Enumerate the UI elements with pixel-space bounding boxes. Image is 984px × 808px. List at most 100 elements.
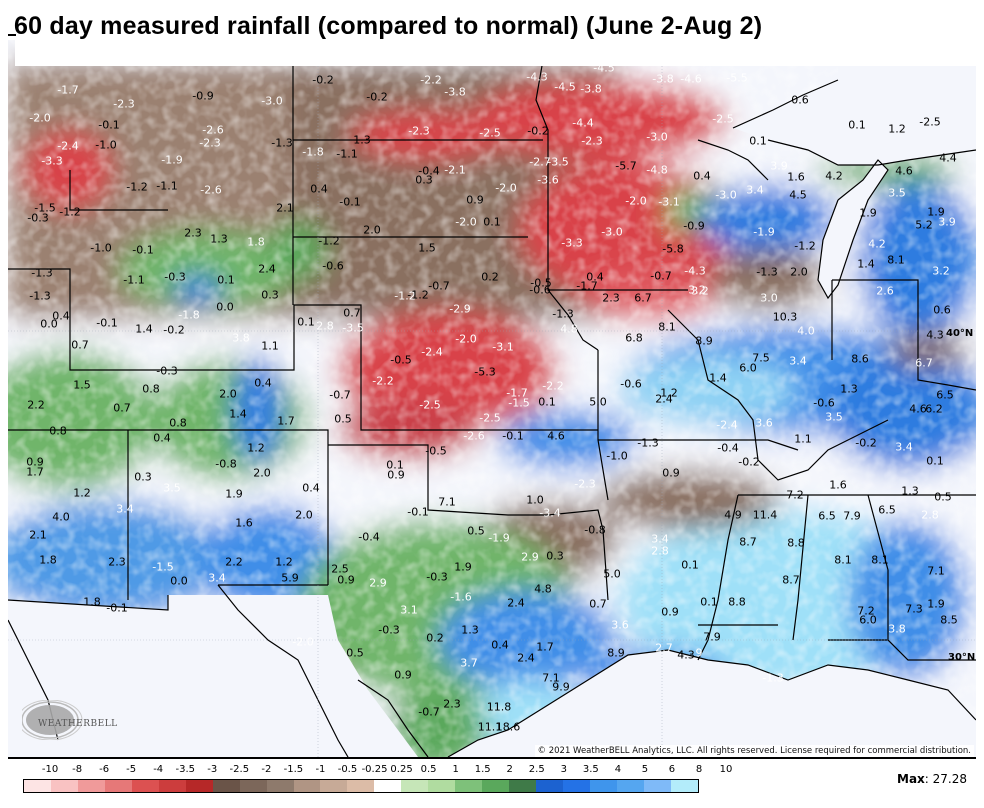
rainfall-value-label: -1.3	[29, 289, 51, 303]
rainfall-value-label: -2.4	[716, 418, 738, 432]
legend-swatch	[670, 780, 698, 792]
rainfall-value-label: 0.8	[142, 382, 160, 396]
rainfall-value-label: 8.1	[834, 553, 852, 567]
rainfall-value-label: 7.1	[927, 564, 945, 578]
color-scale-legend	[23, 779, 699, 793]
rainfall-value-label: 0.7	[343, 306, 361, 320]
legend-swatch	[536, 780, 564, 792]
legend-tick-label: 0.25	[390, 764, 413, 775]
rainfall-value-label: 0.2	[481, 270, 499, 284]
rainfall-value-label: 4.0	[52, 510, 70, 524]
legend-swatch	[131, 780, 159, 792]
rainfall-value-label: 7.1	[542, 671, 560, 685]
legend-swatch	[293, 780, 321, 792]
legend-tick-label: 1.5	[474, 764, 491, 775]
rainfall-value-label: 2.8	[651, 544, 669, 558]
rainfall-value-label: -2.3	[199, 136, 221, 150]
rainfall-value-label: -3.8	[444, 85, 466, 99]
rainfall-value-label: 7.9	[843, 509, 861, 523]
rainfall-value-label: 3.2	[688, 283, 706, 297]
rainfall-value-label: -0.1	[502, 429, 524, 443]
rainfall-value-label: 9	[695, 646, 703, 660]
rainfall-value-label: -0.9	[683, 219, 705, 233]
rainfall-value-label: -0.6	[529, 283, 551, 297]
legend-tick-label: 1	[452, 764, 459, 775]
rainfall-value-label: -1.0	[606, 449, 628, 463]
rainfall-value-label: 1.9	[927, 597, 945, 611]
legend-swatch	[158, 780, 186, 792]
rainfall-anomaly-map: -1.7 -0.9 -2.3 -2.0 -0.1 -3.0 -2.6 -2.3 -2.4 -1.0…	[8, 40, 976, 757]
latitude-label-30n: 30°N	[948, 652, 976, 663]
rainfall-value-label: 0.1	[926, 454, 944, 468]
rainfall-value-label: 1.3	[901, 484, 919, 498]
rainfall-value-label: 3.6	[611, 618, 629, 632]
rainfall-value-label: 0.4	[693, 169, 711, 183]
rainfall-value-label: 0.6	[933, 303, 951, 317]
rainfall-value-label: -2.2	[372, 374, 394, 388]
rainfall-value-label: -1.0	[95, 138, 117, 152]
rainfall-value-label: 0.1	[483, 215, 501, 229]
rainfall-value-label: -3.1	[658, 195, 680, 209]
rainfall-value-label: 0.0	[40, 317, 58, 331]
rainfall-value-label: -0.3	[164, 270, 186, 284]
rainfall-value-label: 0.1	[297, 315, 315, 329]
rainfall-value-label: 6.2	[925, 402, 943, 416]
rainfall-value-label: 3.4	[651, 532, 669, 546]
rainfall-value-label: 2.5	[331, 562, 349, 576]
legend-swatch	[509, 780, 537, 792]
rainfall-value-label: -0.1	[339, 195, 361, 209]
legend-tick-label: -2.5	[229, 764, 250, 775]
rainfall-value-label: 4.6	[547, 429, 565, 443]
rainfall-value-label: -1.1	[336, 147, 358, 161]
rainfall-value-label: 1.7	[536, 640, 554, 654]
rainfall-value-label: 4.3	[926, 328, 944, 342]
rainfall-value-label: 7.2	[786, 488, 804, 502]
rainfall-value-label: -0.1	[96, 316, 118, 330]
rainfall-value-label: -2.0	[292, 635, 314, 649]
max-value-readout: Max: 27.28	[897, 772, 967, 786]
rainfall-value-label: 0.5	[467, 524, 485, 538]
rainfall-value-label: -0.2	[366, 90, 388, 104]
rainfall-value-label: -1.7	[57, 83, 79, 97]
rainfall-value-label: 6.5	[878, 503, 896, 517]
rainfall-value-label: 3.4	[208, 571, 226, 585]
rainfall-value-label: 0.1	[538, 395, 556, 409]
rainfall-value-label: -2.5	[712, 112, 734, 126]
legend-tick-label: 4	[614, 764, 622, 775]
rainfall-value-label: -2.6	[202, 123, 224, 137]
rainfall-value-label: 0.4	[310, 182, 328, 196]
rainfall-value-label: 0.9	[26, 455, 44, 469]
rainfall-value-label: -2.2	[420, 73, 442, 87]
rainfall-value-label: 0.7	[113, 401, 131, 415]
rainfall-value-label: -1.3	[762, 671, 784, 685]
legend-swatch	[428, 780, 456, 792]
rainfall-value-label: -0.7	[650, 269, 672, 283]
legend-swatch	[643, 780, 671, 792]
legend-tick-label: -1.5	[283, 764, 304, 775]
legend-tick-label: 2	[506, 764, 513, 775]
rainfall-value-label: -0.6	[813, 396, 835, 410]
rainfall-value-label: -1.7	[506, 386, 528, 400]
rainfall-value-label: 8.8	[787, 536, 805, 550]
rainfall-value-label: 1.2	[73, 486, 91, 500]
rainfall-value-label: -2.4	[421, 345, 443, 359]
rainfall-value-label: 1.2	[247, 441, 265, 455]
legend-swatch	[482, 780, 510, 792]
rainfall-value-label: 0.3	[546, 549, 564, 563]
rainfall-value-label: -5.7	[615, 159, 637, 173]
rainfall-value-label: -1.9	[161, 153, 183, 167]
rainfall-value-label: -1.2	[407, 288, 429, 302]
rainfall-value-label: 0.3	[261, 288, 279, 302]
rainfall-value-label: -4.8	[646, 163, 668, 177]
rainfall-value-label: 6.7	[634, 291, 652, 305]
rainfall-value-label: -1.0	[90, 241, 112, 255]
rainfall-value-label: 1.2	[275, 555, 293, 569]
rainfall-value-label: 2.0	[363, 223, 381, 237]
rainfall-value-label: -1.7	[576, 279, 598, 293]
rainfall-value-label: 0.3	[134, 470, 152, 484]
rainfall-value-label: -1.2	[794, 239, 816, 253]
rainfall-value-label: -2.3	[574, 477, 596, 491]
rainfall-value-label: -1.3	[552, 307, 574, 321]
rainfall-value-label: -1.5	[152, 560, 174, 574]
legend-swatch	[212, 780, 240, 792]
